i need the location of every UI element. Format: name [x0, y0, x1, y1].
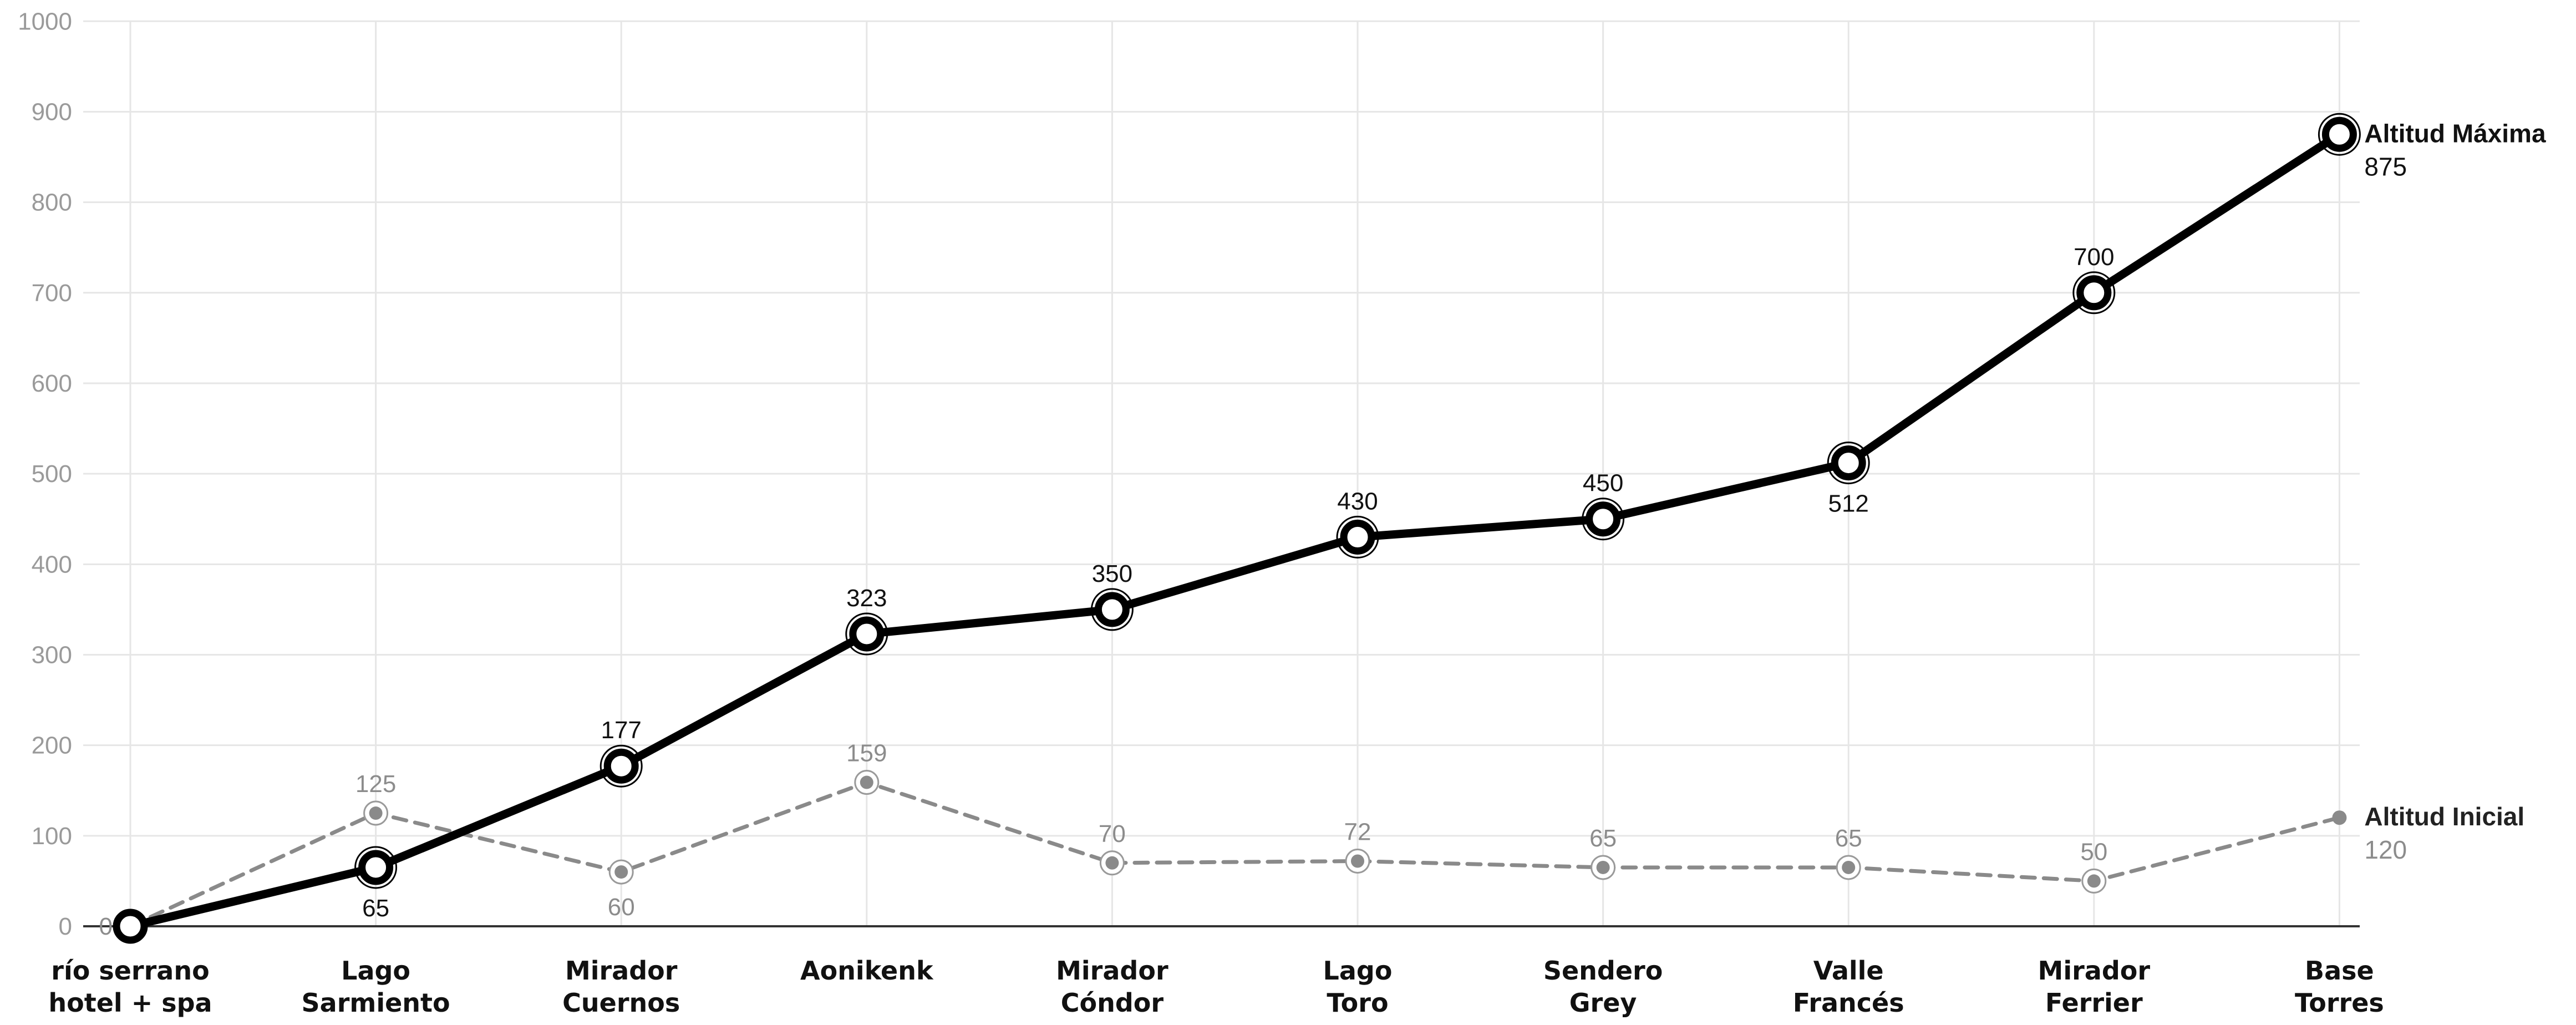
x-tick-label-line: Cóndor [1061, 988, 1164, 1018]
data-label: 65 [362, 895, 389, 922]
data-point [1340, 519, 1375, 555]
data-label: 177 [601, 717, 641, 744]
data-label: 350 [1092, 560, 1132, 587]
x-tick-label: río serrano hotel + spa [48, 956, 212, 1018]
data-point-halo [1336, 515, 1379, 559]
y-tick-label: 900 [32, 98, 72, 125]
data-label: 430 [1337, 488, 1378, 515]
x-tick-label-line: Aonikenk [800, 956, 934, 986]
data-point-halo [2072, 271, 2116, 314]
data-point [113, 909, 148, 944]
data-point [860, 775, 873, 789]
gridlines [83, 20, 2360, 927]
y-tick-label: 500 [32, 460, 72, 488]
data-point [1596, 860, 1610, 874]
x-tick-label-line: Mirador [1056, 956, 1168, 986]
x-tick-label-line: Ferrier [2045, 988, 2143, 1018]
data-point-halo [845, 612, 888, 656]
x-tick-label-line: Sendero [1543, 956, 1663, 986]
y-tick-label: 1000 [18, 8, 72, 35]
y-tick-label: 400 [32, 551, 72, 578]
data-label: 72 [1344, 819, 1371, 846]
data-point-halo [1827, 442, 1870, 485]
data-label: 65 [1835, 825, 1862, 852]
series-end-value: 120 [2364, 835, 2407, 864]
data-label: 65 [1589, 825, 1617, 852]
data-point-halo [2318, 113, 2361, 156]
data-point [1831, 445, 1866, 481]
series-line [128, 780, 2341, 928]
data-point [1094, 592, 1130, 627]
series-name-label: Altitud Inicial [2364, 802, 2524, 831]
series-altitud-maxima: 65 177 323 350 430 450 512 700 Altitud Máxima 875 [113, 113, 2546, 944]
x-tick-label: Valle Francés [1793, 956, 1904, 1018]
x-tick-label-line: Grey [1569, 988, 1637, 1018]
data-point-halo [1090, 588, 1134, 631]
x-tick-label-line: Lago [1323, 956, 1393, 986]
x-tick-label-line: Valle [1813, 956, 1884, 986]
data-point [369, 806, 383, 820]
data-label: 60 [608, 894, 635, 921]
data-label: 70 [1099, 820, 1126, 848]
data-point [1351, 854, 1364, 868]
x-tick-label-line: Mirador [2038, 956, 2151, 986]
series-end-value: 875 [2364, 152, 2407, 181]
x-tick-label: Mirador Cuernos [562, 956, 680, 1018]
y-tick-label: 200 [32, 732, 72, 759]
x-tick-label-line: Mirador [565, 956, 678, 986]
data-label: 512 [1828, 490, 1868, 517]
data-label: 700 [2074, 243, 2114, 271]
data-point [1105, 856, 1119, 870]
x-tick-label-line: Toro [1327, 988, 1388, 1018]
data-label: 125 [355, 770, 396, 798]
x-tick-label: Base Torres [2295, 956, 2384, 1018]
data-point-halo [354, 846, 398, 889]
series-altitud-inicial: 0 125 60 159 70 72 65 65 50 Altitud Inicial 120 [99, 740, 2525, 940]
x-tick-label-line: Lago [341, 956, 410, 986]
x-tick-label: Sendero Grey [1543, 956, 1663, 1018]
data-point [603, 748, 639, 784]
x-tick-label-line: Base [2305, 956, 2374, 986]
x-tick-label-line: Torres [2295, 988, 2384, 1018]
x-tick-label-line: Cuernos [562, 988, 680, 1018]
x-tick-label-line: río serrano [51, 956, 209, 986]
y-tick-label: 0 [59, 913, 72, 940]
data-point [2321, 116, 2357, 152]
data-label: 450 [1583, 470, 1623, 497]
y-tick-label: 800 [32, 189, 72, 216]
y-axis-ticks: 0 100 200 300 400 500 600 700 800 900 1000 [18, 8, 72, 940]
series-line [126, 130, 2344, 931]
y-tick-label: 700 [32, 280, 72, 307]
data-label: 323 [846, 585, 887, 612]
data-point [358, 850, 394, 885]
data-point [849, 616, 885, 652]
series-name-label: Altitud Máxima [2364, 119, 2546, 148]
data-point [1586, 501, 1621, 537]
data-point [1842, 860, 1856, 874]
y-tick-label: 300 [32, 641, 72, 668]
data-label: 159 [846, 740, 887, 767]
y-tick-label: 600 [32, 370, 72, 397]
data-point [614, 865, 628, 879]
data-point [2332, 810, 2347, 825]
data-point [2076, 275, 2112, 311]
y-tick-label: 100 [32, 823, 72, 850]
x-tick-label: Mirador Cóndor [1056, 956, 1168, 1018]
data-label: 0 [99, 913, 113, 940]
x-tick-label: Lago Toro [1323, 956, 1393, 1018]
x-tick-label: Aonikenk [800, 956, 934, 986]
x-tick-label-line: Francés [1793, 988, 1904, 1018]
data-label: 50 [2080, 838, 2107, 865]
data-point-halo [1582, 498, 1625, 541]
x-tick-label: Lago Sarmiento [302, 956, 450, 1018]
data-point [2087, 874, 2101, 888]
series-lines: 0 125 60 159 70 72 65 65 50 Altitud Inicial 120 65 1… [99, 113, 2546, 944]
x-tick-label: Mirador Ferrier [2038, 956, 2151, 1018]
x-tick-label-line: Sarmiento [302, 988, 450, 1018]
data-point-halo [599, 744, 643, 788]
x-tick-label-line: hotel + spa [48, 988, 212, 1018]
